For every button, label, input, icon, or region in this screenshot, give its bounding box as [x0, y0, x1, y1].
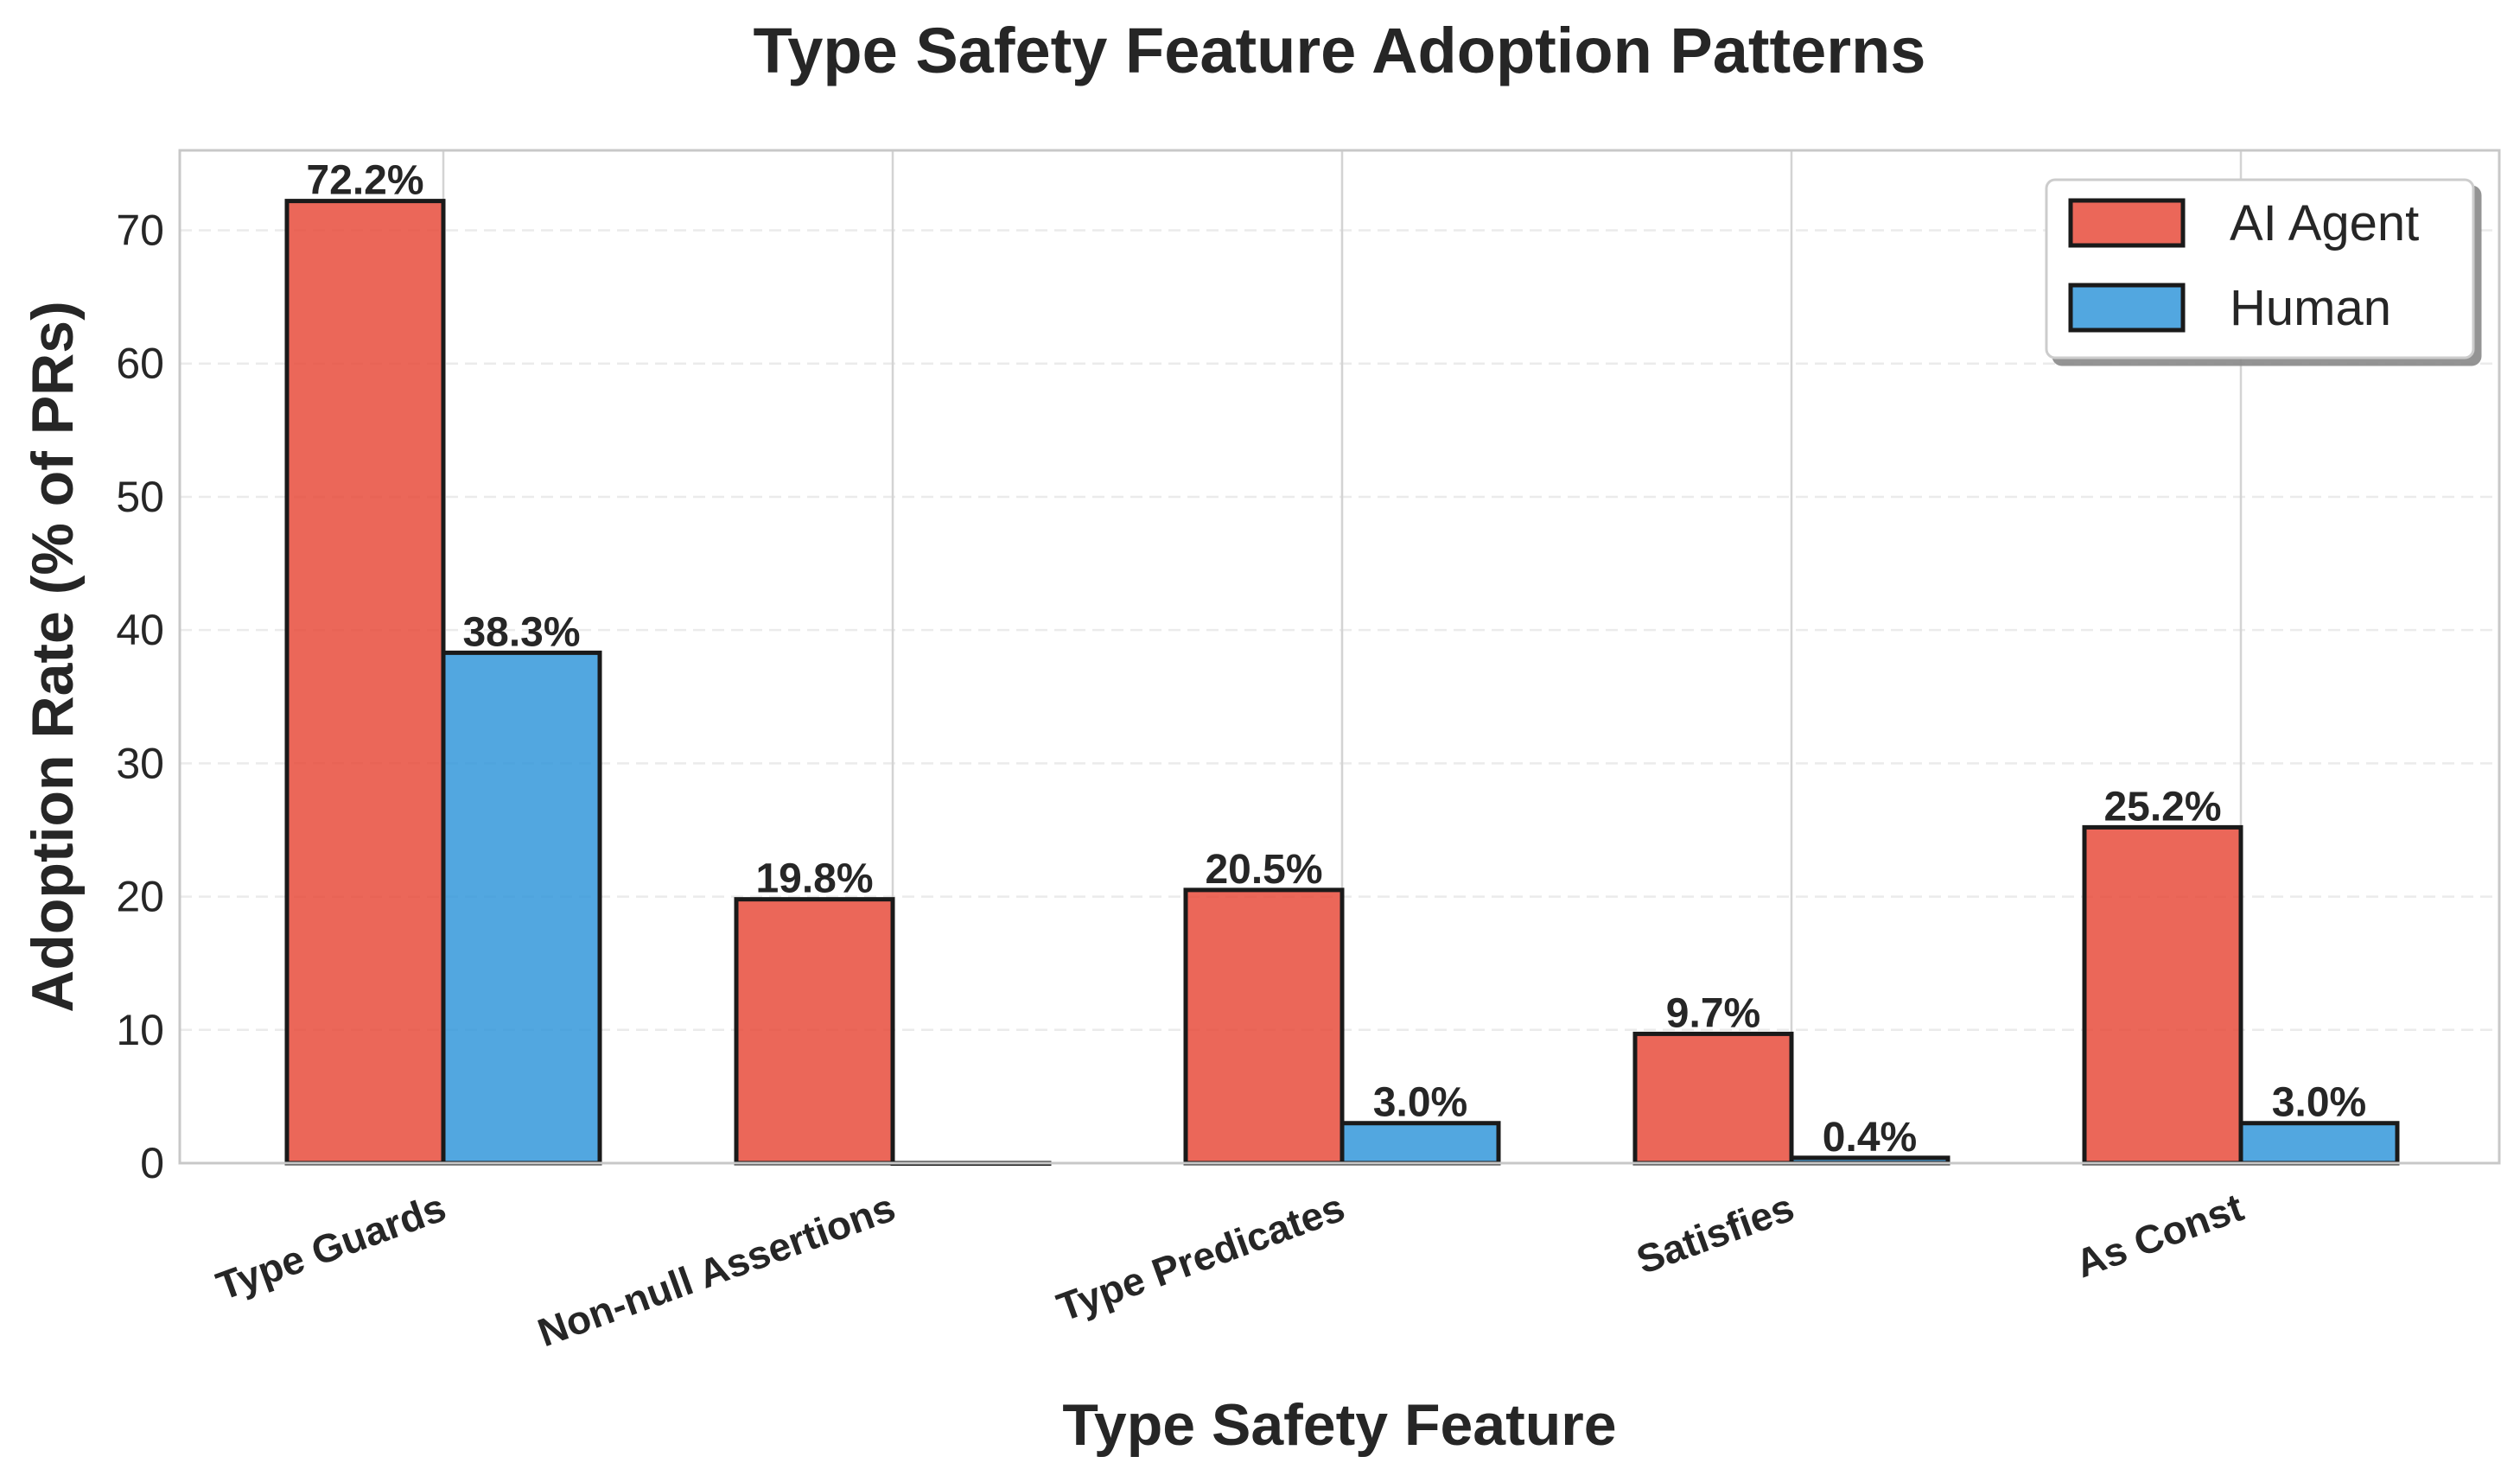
data-label: 3.0%: [2272, 1080, 2366, 1126]
bar-human-as-const: [2238, 1121, 2400, 1166]
data-label: 19.8%: [755, 856, 873, 902]
bar-ai-agent-non-null-assertions: [734, 897, 895, 1166]
data-label: 3.0%: [1373, 1080, 1467, 1126]
bar-labels: 72.2% 19.8% 20.5% 9.7% 25.2% 38.3% 3.0% 0.4% 3.0…: [306, 158, 2366, 1161]
x-axis-label: Type Safety Feature: [1062, 1392, 1616, 1458]
x-tick-label: Type Predicates: [1051, 1185, 1350, 1330]
bar-ai-agent-type-predicates: [1183, 887, 1345, 1166]
y-tick-label: 10: [116, 1006, 164, 1054]
bar-ai-agent-as-const: [2082, 824, 2243, 1166]
legend-swatch-human: [2068, 283, 2186, 333]
legend: AI Agent Human: [2045, 178, 2475, 359]
y-tick-label: 20: [116, 873, 164, 921]
legend-swatch-ai-agent: [2068, 198, 2186, 248]
y-tick-label: 50: [116, 473, 164, 521]
y-tick-label: 0: [140, 1139, 164, 1187]
data-label: 0.4%: [1823, 1115, 1917, 1161]
data-label: 72.2%: [306, 158, 423, 204]
y-tick-label: 30: [116, 739, 164, 787]
y-tick-label: 60: [116, 340, 164, 388]
plot-frame: [178, 149, 2501, 1165]
bars: [284, 199, 2400, 1166]
x-tick-label: Satisfies: [1631, 1185, 1800, 1283]
chart-title: Type Safety Feature Adoption Patterns: [754, 15, 1926, 86]
x-axis-ticks: Type Guards Non-null Assertions Type Predi…: [211, 1185, 2250, 1356]
bar-human-type-predicates: [1340, 1121, 1501, 1166]
bar-ai-agent-type-guards: [284, 199, 446, 1166]
x-tick-label: Type Guards: [211, 1185, 452, 1309]
y-tick-label: 70: [116, 207, 164, 255]
y-tick-label: 40: [116, 606, 164, 654]
y-axis-ticks: 0 10 20 30 40 50 60 70: [116, 207, 164, 1187]
bar-ai-agent-satisfies: [1632, 1031, 1794, 1166]
legend-label-ai-agent: AI Agent: [2230, 195, 2419, 251]
legend-label-human: Human: [2230, 280, 2391, 336]
data-label: 9.7%: [1666, 990, 1760, 1036]
data-label: 20.5%: [1205, 847, 1322, 893]
x-tick-label: Non-null Assertions: [532, 1185, 901, 1356]
x-tick-label: As Const: [2070, 1185, 2250, 1287]
y-axis-label: Adoption Rate (% of PRs): [20, 301, 86, 1013]
bar-human-type-guards: [441, 650, 602, 1166]
data-label: 38.3%: [462, 609, 580, 655]
data-label: 25.2%: [2103, 784, 2221, 830]
